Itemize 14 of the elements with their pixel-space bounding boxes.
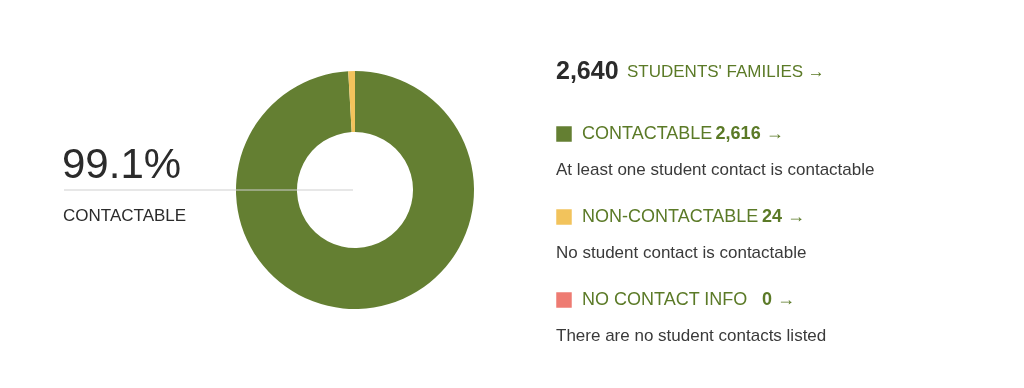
text: 99.1% — [62, 140, 182, 187]
legend-label: NON-CONTACTABLE — [582, 206, 759, 226]
text: 0 → — [762, 289, 796, 309]
text: There are no student contacts listed — [556, 326, 827, 345]
legend-label: NO CONTACT INFO — [582, 289, 748, 309]
donut-slice — [236, 71, 474, 309]
text: CONTACTABLE — [63, 206, 187, 225]
data-label: 24 → — [762, 206, 806, 226]
legend-label: CONTACTABLE — [582, 123, 713, 143]
chart-title: 2,640 STUDENTS' FAMILIES → — [556, 56, 825, 84]
data-label: 2,616 → — [715, 123, 784, 143]
text: No student contact is contactable — [556, 243, 807, 262]
donut-slice — [348, 71, 355, 133]
text: At least one student contact is contactable — [556, 160, 875, 179]
